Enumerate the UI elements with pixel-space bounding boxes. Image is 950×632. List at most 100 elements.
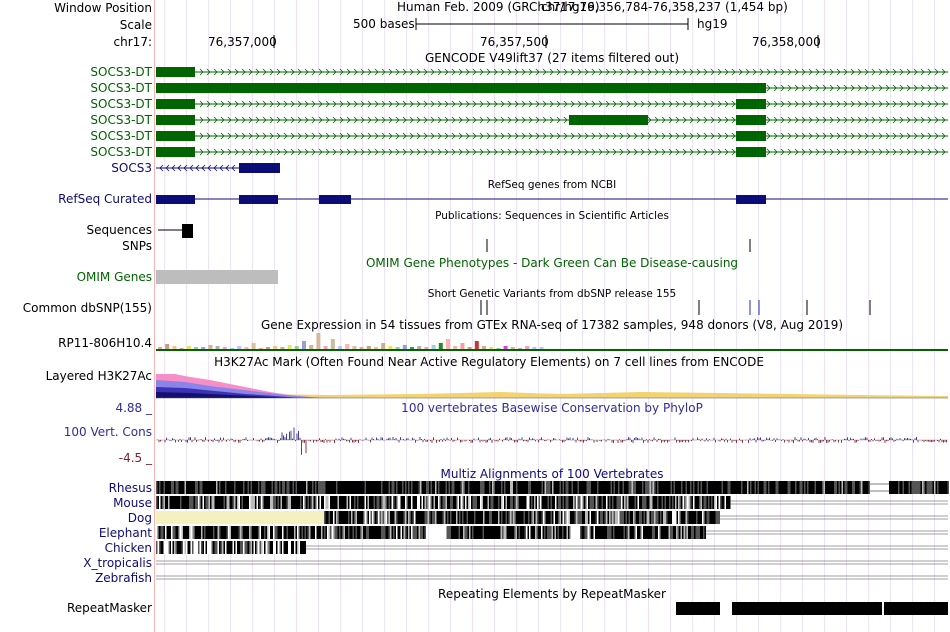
species-label-mouse[interactable]: Mouse (113, 496, 152, 510)
gtex-expression-bars[interactable] (156, 333, 948, 351)
gtex-tissue-bar (359, 347, 364, 349)
gencode-track-title: GENCODE V49lift37 (27 items filtered out… (424, 51, 680, 65)
socs3-exon (239, 163, 280, 173)
gtex-tissue-bar (194, 347, 198, 349)
ruler-tick-2: 76,357,500 (480, 35, 549, 49)
gtex-tissue-bar (424, 347, 429, 349)
repeatmasker-elements[interactable] (676, 602, 948, 615)
gene-label-socs3-dt-6[interactable]: SOCS3-DT (90, 145, 152, 159)
h3k27ac-signal[interactable] (156, 374, 948, 399)
gencode-gene-models[interactable] (156, 67, 948, 173)
repeatmasker-track-title: Repeating Elements by RepeatMasker (438, 587, 666, 601)
species-label-elephant[interactable]: Elephant (98, 526, 152, 540)
species-label-rhesus[interactable]: Rhesus (108, 481, 152, 495)
gtex-tissue-bar (446, 339, 450, 349)
species-label-x-tropicalis[interactable]: X_tropicalis (83, 556, 152, 570)
gtex-tissue-bar (244, 347, 249, 349)
omim-track-title: OMIM Gene Phenotypes - Dark Green Can Be… (365, 256, 739, 270)
gtex-tissue-bar (352, 346, 357, 349)
gencode-exon (736, 147, 766, 157)
gtex-tissue-bar (345, 344, 350, 349)
gtex-tissue-bar (287, 345, 292, 349)
gtex-tissue-bar (460, 343, 465, 349)
gtex-gene-label[interactable]: RP11-806H10.4 (58, 336, 152, 350)
gtex-tissue-bar (186, 346, 191, 349)
gencode-exon (736, 99, 766, 109)
gtex-tissue-bar (525, 346, 530, 349)
omim-gene-bar[interactable] (156, 270, 278, 284)
left-border-line (154, 0, 155, 632)
gtex-tissue-bar (158, 347, 162, 349)
gencode-exon (156, 115, 195, 125)
ruler-tick-1: 76,357,000 (208, 35, 277, 49)
window-position-label: Window Position (54, 1, 152, 15)
phylop-conservation-plot[interactable] (155, 427, 948, 455)
gtex-tissue-bar (266, 347, 270, 349)
dbsnp-markers[interactable] (480, 300, 871, 315)
species-label-zebrafish[interactable]: Zebrafish (95, 571, 152, 585)
gene-label-socs3-dt-3[interactable]: SOCS3-DT (90, 97, 152, 111)
gtex-tissue-bar (323, 346, 328, 349)
gtex-tissue-bar (302, 341, 306, 349)
repeatmasker-track-label[interactable]: RepeatMasker (66, 601, 152, 615)
gene-label-socs3-dt-5[interactable]: SOCS3-DT (90, 129, 152, 143)
position-range: chr17:76,356,784-76,358,237 (1,454 bp) (541, 0, 788, 14)
omim-track-label[interactable]: OMIM Genes (76, 270, 152, 284)
gtex-tissue-bar (388, 346, 393, 349)
phylop-track-title: 100 vertebrates Basewise Conservation by… (401, 401, 703, 415)
gtex-tissue-bar (273, 346, 278, 349)
gtex-tissue-bar (222, 347, 227, 349)
species-label-chicken[interactable]: Chicken (104, 541, 152, 555)
gtex-tissue-bar (453, 346, 458, 349)
phylop-track-label[interactable]: 100 Vert. Cons (63, 425, 152, 439)
gtex-tissue-bar (474, 341, 479, 349)
gtex-tissue-bar (294, 346, 299, 349)
scale-label: Scale (119, 18, 152, 32)
refseq-track-label[interactable]: RefSeq Curated (58, 192, 152, 206)
gtex-tissue-bar (309, 345, 314, 349)
gtex-tissue-bar (230, 348, 234, 349)
gene-label-socs3-dt-1[interactable]: SOCS3-DT (90, 65, 152, 79)
h3k27ac-track-label[interactable]: Layered H3K27Ac (45, 369, 152, 383)
gtex-tissue-bar (417, 346, 422, 349)
gtex-tissue-bar (381, 343, 386, 349)
ruler-ticks (273, 35, 819, 48)
chrom-label: chr17: (113, 35, 152, 49)
gene-label-socs3[interactable]: SOCS3 (111, 161, 152, 175)
gtex-tissue-bar (532, 347, 537, 349)
sequences-track-label[interactable]: Sequences (86, 223, 152, 237)
gtex-tissue-bar (438, 343, 443, 349)
gtex-tissue-bar (258, 348, 263, 349)
gtex-tissue-bar (316, 333, 321, 349)
publication-sequence-feature[interactable] (158, 224, 193, 238)
gtex-tissue-bar (510, 347, 515, 349)
species-label-dog[interactable]: Dog (127, 511, 152, 525)
assembly-name: Human Feb. 2009 (GRCh37/hg19) (397, 0, 600, 14)
snps-track-label[interactable]: SNPs (122, 239, 152, 253)
snp-markers[interactable] (486, 239, 751, 252)
phylop-max-label: 4.88 _ (115, 401, 152, 415)
gtex-tissue-bar (482, 346, 486, 349)
gtex-tissue-bar (201, 347, 206, 349)
multiz-alignment-rows[interactable] (156, 481, 949, 580)
publications-track-title: Publications: Sequences in Scientific Ar… (435, 210, 669, 222)
gtex-tissue-bar (402, 345, 407, 349)
gtex-track-title: Gene Expression in 54 tissues from GTEx … (260, 318, 844, 332)
refseq-gene-model[interactable] (156, 195, 948, 204)
gtex-tissue-bar (208, 345, 213, 349)
phylop-min-label: -4.5 _ (118, 451, 152, 465)
refseq-track-title: RefSeq genes from NCBI (487, 179, 617, 191)
gtex-tissue-bar (489, 347, 494, 349)
gene-label-socs3-dt-2[interactable]: SOCS3-DT (90, 81, 152, 95)
gene-label-socs3-dt-4[interactable]: SOCS3-DT (90, 113, 152, 127)
gtex-tissue-bar (410, 347, 414, 349)
gtex-tissue-bar (338, 346, 342, 349)
gtex-tissue-bar (280, 347, 285, 349)
gtex-tissue-bar (374, 347, 378, 349)
gencode-exon (156, 67, 195, 77)
gencode-exon (736, 131, 766, 141)
gtex-tissue-bar (395, 347, 400, 349)
dbsnp-track-label[interactable]: Common dbSNP(155) (22, 301, 152, 315)
